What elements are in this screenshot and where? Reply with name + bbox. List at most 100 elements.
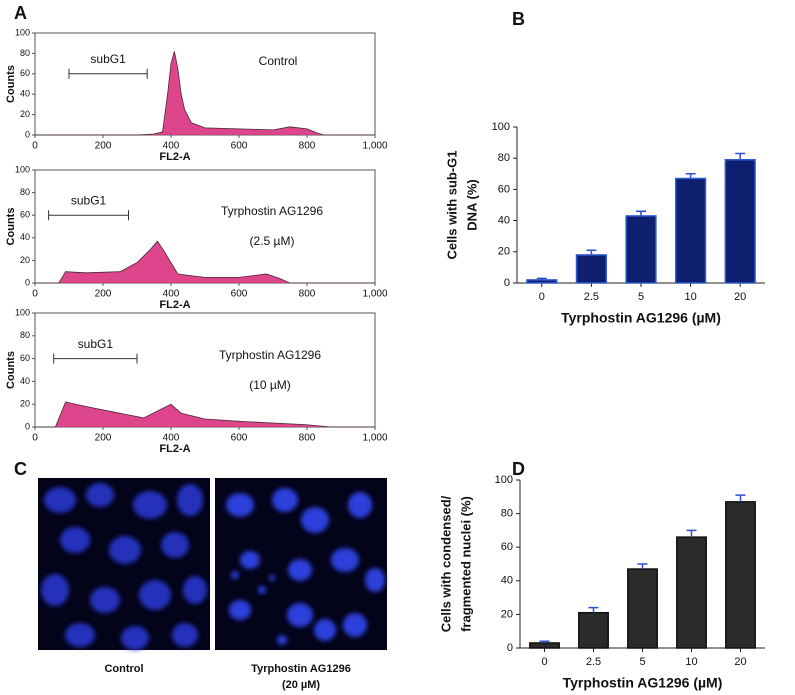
y-tick-label: 80 bbox=[498, 152, 510, 164]
error-bar bbox=[685, 173, 696, 179]
x-tick-label: 10 bbox=[685, 656, 697, 668]
x-tick-label: 400 bbox=[163, 433, 180, 444]
y-tick-label: 40 bbox=[498, 215, 510, 227]
area-fill bbox=[35, 401, 375, 427]
y-tick-label: 80 bbox=[20, 187, 30, 197]
bracket bbox=[48, 210, 129, 221]
histogram-outline bbox=[35, 240, 375, 284]
x-tick-label: 800 bbox=[299, 433, 316, 444]
error-bar bbox=[735, 494, 746, 502]
y-tick-label: 80 bbox=[20, 48, 30, 58]
x-tick-label: 200 bbox=[95, 141, 112, 152]
bar bbox=[575, 254, 608, 284]
bar bbox=[578, 611, 609, 649]
plot-frame bbox=[34, 32, 376, 136]
y-tick-label: 100 bbox=[15, 27, 30, 37]
error-bar bbox=[536, 277, 547, 280]
bar bbox=[676, 536, 707, 649]
bar bbox=[674, 177, 707, 284]
y-tick-label: 40 bbox=[20, 376, 30, 386]
error-bar bbox=[636, 210, 646, 216]
y-tick-label: 100 bbox=[15, 164, 30, 174]
image-caption: Tyrphostin AG1296 bbox=[251, 663, 351, 675]
panel-label: A bbox=[14, 3, 27, 23]
x-tick-label: 2.5 bbox=[584, 291, 599, 303]
area-fill bbox=[35, 241, 375, 283]
y-tick-label: 20 bbox=[20, 399, 30, 409]
panel-label: C bbox=[14, 459, 27, 479]
x-tick-label: 0 bbox=[539, 291, 545, 303]
area-fill bbox=[35, 51, 375, 135]
bar bbox=[724, 159, 756, 284]
x-tick-label: 2.5 bbox=[586, 656, 601, 668]
plot-frame bbox=[34, 169, 376, 284]
y-axis-label: Counts bbox=[5, 208, 17, 246]
bar bbox=[625, 215, 657, 284]
histogram-outline bbox=[35, 401, 375, 428]
error-bar bbox=[586, 249, 597, 255]
annotation: Tyrphostin AG1296 bbox=[221, 204, 323, 218]
y-tick-label: 100 bbox=[492, 121, 510, 133]
x-tick-label: 600 bbox=[231, 289, 248, 300]
x-tick-label: 800 bbox=[299, 289, 316, 300]
image-caption: Control bbox=[104, 663, 143, 675]
bar bbox=[725, 501, 756, 649]
x-tick-label: 1,000 bbox=[362, 141, 387, 152]
y-axis-label: fragmented nuclei (%) bbox=[458, 496, 473, 632]
bar bbox=[526, 279, 558, 284]
x-tick-label: 400 bbox=[163, 141, 180, 152]
x-tick-label: 20 bbox=[734, 656, 746, 668]
x-axis-label: Tyrphostin AG1296 (µM) bbox=[561, 310, 721, 326]
bracket bbox=[68, 68, 148, 79]
x-tick-label: 600 bbox=[231, 141, 248, 152]
error-bar bbox=[686, 529, 697, 538]
y-tick-label: 80 bbox=[501, 508, 513, 520]
y-axis-label: Counts bbox=[5, 65, 17, 103]
annotation: Control bbox=[259, 54, 298, 68]
panel-label: D bbox=[512, 459, 525, 479]
y-tick-label: 20 bbox=[20, 255, 30, 265]
bracket bbox=[53, 353, 138, 364]
y-tick-label: 20 bbox=[498, 246, 510, 258]
annotation: Tyrphostin AG1296 bbox=[219, 348, 321, 362]
x-tick-label: 5 bbox=[639, 656, 645, 668]
bracket-label: subG1 bbox=[90, 52, 126, 66]
y-tick-label: 0 bbox=[25, 129, 30, 139]
x-axis-label: Tyrphostin AG1296 (µM) bbox=[563, 675, 723, 691]
x-tick-label: 0 bbox=[32, 433, 38, 444]
y-axis-label: Cells with condensed/ bbox=[438, 495, 453, 632]
x-axis-label: FL2-A bbox=[159, 443, 190, 455]
bar bbox=[529, 642, 560, 649]
x-tick-label: 200 bbox=[95, 289, 112, 300]
bracket-label: subG1 bbox=[71, 193, 107, 207]
y-tick-label: 0 bbox=[25, 421, 30, 431]
annotation: (2.5 µM) bbox=[250, 234, 295, 248]
annotation: (10 µM) bbox=[249, 378, 291, 392]
bar bbox=[627, 568, 658, 649]
x-tick-label: 800 bbox=[299, 141, 316, 152]
x-tick-label: 200 bbox=[95, 433, 112, 444]
y-tick-label: 40 bbox=[501, 575, 513, 587]
error-bar bbox=[539, 640, 550, 643]
x-tick-label: 20 bbox=[734, 291, 746, 303]
x-tick-label: 0 bbox=[32, 289, 38, 300]
y-tick-label: 40 bbox=[20, 89, 30, 99]
y-tick-label: 0 bbox=[25, 277, 30, 287]
micrograph-treated bbox=[215, 478, 387, 650]
histogram-outline bbox=[35, 51, 375, 136]
image-caption: (20 µM) bbox=[282, 679, 320, 691]
x-tick-label: 0 bbox=[32, 141, 38, 152]
x-axis-label: FL2-A bbox=[159, 299, 190, 311]
y-axis-label: Counts bbox=[5, 351, 17, 389]
y-tick-label: 100 bbox=[495, 474, 513, 486]
y-tick-label: 80 bbox=[20, 330, 30, 340]
error-bar bbox=[735, 152, 746, 160]
micrograph-control bbox=[38, 478, 210, 650]
x-tick-label: 1,000 bbox=[362, 433, 387, 444]
y-tick-label: 60 bbox=[20, 210, 30, 220]
y-tick-label: 60 bbox=[501, 541, 513, 553]
y-tick-label: 60 bbox=[498, 183, 510, 195]
y-axis-label: Cells with sub-G1 bbox=[444, 150, 459, 259]
y-tick-label: 20 bbox=[501, 608, 513, 620]
error-bar bbox=[637, 563, 648, 570]
